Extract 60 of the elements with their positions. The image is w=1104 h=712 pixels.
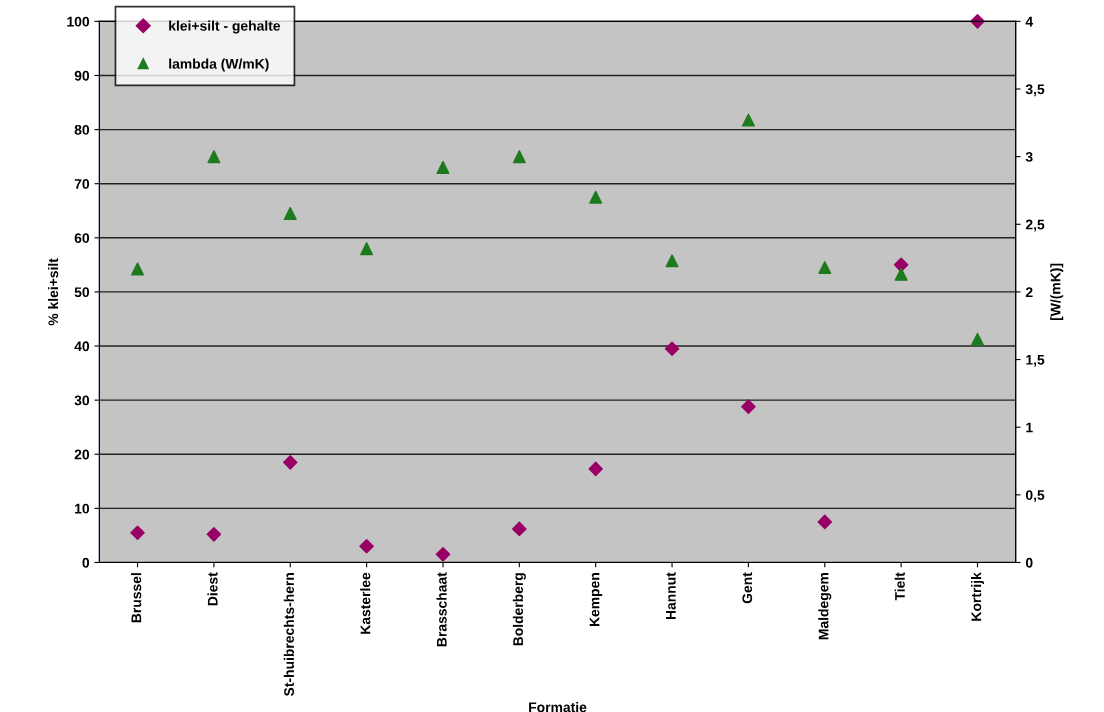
point bbox=[130, 525, 145, 541]
point bbox=[893, 257, 909, 273]
point bbox=[359, 538, 374, 554]
y-tick-label: 80 bbox=[74, 124, 90, 135]
y-tick-label: 100 bbox=[67, 16, 90, 27]
point bbox=[512, 521, 527, 537]
y2-tick-label: 1,5 bbox=[1026, 355, 1045, 367]
point bbox=[435, 547, 451, 562]
y-tick-label: 20 bbox=[74, 449, 90, 460]
x-tick-label: Brussel bbox=[131, 573, 142, 623]
point bbox=[741, 399, 756, 414]
point bbox=[360, 242, 374, 256]
y-tick-label: 40 bbox=[74, 341, 90, 352]
point bbox=[664, 341, 680, 357]
point bbox=[894, 267, 908, 281]
y-tick-label: 70 bbox=[74, 179, 90, 189]
x-axis-title: Formatie bbox=[529, 701, 587, 712]
point bbox=[436, 160, 450, 174]
x-tick-label: Gent bbox=[742, 572, 753, 604]
x-tick-label: Kasterlee bbox=[360, 572, 371, 634]
x-tick-label: Hannut bbox=[666, 572, 676, 620]
x-tick-label: Maldegem bbox=[818, 573, 832, 640]
legend-label: lambda (W/mK) bbox=[169, 58, 269, 72]
y-axis-title: % klei+silt bbox=[47, 258, 59, 326]
point bbox=[970, 332, 985, 346]
y2-tick-label: 3 bbox=[1025, 151, 1033, 162]
point bbox=[817, 514, 833, 530]
point bbox=[818, 261, 832, 275]
x-tick-label: Kempen bbox=[589, 573, 603, 627]
x-tick-label: Brasschaat bbox=[436, 572, 447, 647]
y2-axis-title: [W/(mK)] bbox=[1050, 263, 1064, 321]
y2-tick-label: 0 bbox=[1025, 557, 1033, 568]
x-tick-label: Diest bbox=[207, 572, 218, 606]
y-tick-label: 50 bbox=[74, 287, 90, 298]
legend-label: klei+silt - gehalte bbox=[169, 20, 281, 34]
point bbox=[282, 455, 298, 470]
y-tick-label: 90 bbox=[74, 70, 90, 81]
point bbox=[589, 190, 603, 204]
x-tick-label: Bolderberg bbox=[512, 573, 526, 646]
y-tick-label: 0 bbox=[82, 557, 90, 568]
x-tick-label: St-huibrechts-hern bbox=[283, 573, 294, 697]
point bbox=[207, 150, 221, 164]
point bbox=[131, 262, 145, 276]
point bbox=[588, 461, 603, 477]
y2-tick-label: 2,5 bbox=[1025, 219, 1045, 232]
point bbox=[741, 113, 755, 127]
x-tick-label: Tielt bbox=[894, 572, 905, 601]
point bbox=[665, 254, 679, 268]
x-tick-label: Kortrijk bbox=[971, 572, 984, 621]
y-tick-label: 30 bbox=[74, 395, 90, 406]
y-tick-label: 10 bbox=[75, 503, 90, 514]
point bbox=[512, 150, 526, 164]
y2-tick-label: 0,5 bbox=[1025, 490, 1045, 503]
y-tick-label: 60 bbox=[74, 233, 90, 243]
y2-tick-label: 1 bbox=[1026, 422, 1033, 433]
y2-tick-label: 2 bbox=[1025, 287, 1033, 297]
point bbox=[206, 527, 222, 542]
y2-tick-label: 4 bbox=[1025, 16, 1034, 27]
point bbox=[283, 206, 297, 220]
y2-tick-label: 3,5 bbox=[1025, 84, 1045, 97]
